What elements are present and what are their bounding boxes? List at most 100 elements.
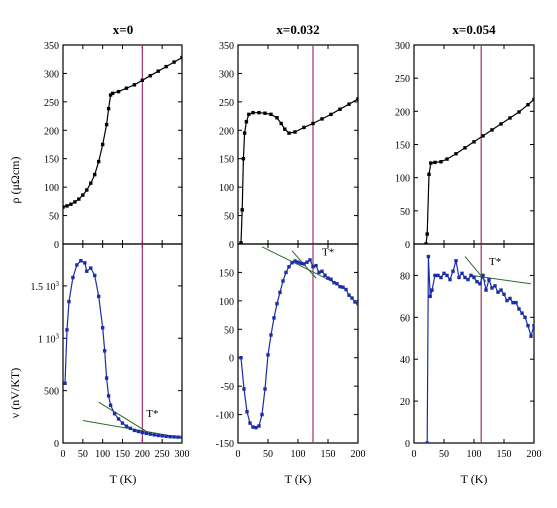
y-tick-label: -150	[216, 439, 234, 450]
data-point	[239, 356, 243, 360]
data-point	[128, 426, 133, 431]
data-point	[311, 121, 315, 126]
data-point	[100, 142, 105, 147]
data-point	[257, 424, 261, 428]
data-point	[257, 110, 261, 115]
data-point	[120, 421, 125, 425]
data-point	[240, 208, 244, 212]
data-point	[299, 261, 303, 266]
data-point	[102, 349, 107, 353]
data-point	[85, 269, 89, 273]
data-point	[478, 282, 482, 286]
x-tick-label: 50	[78, 449, 88, 460]
y-tick-label: 50	[224, 212, 234, 223]
data-point	[329, 277, 333, 281]
x-tick-label: 200	[135, 449, 150, 460]
data-point	[320, 117, 324, 121]
data-point	[314, 263, 318, 268]
data-point	[508, 296, 512, 301]
data-point	[104, 376, 109, 380]
x-tick-label: 100	[467, 449, 482, 460]
data-point	[505, 298, 509, 303]
y-tick-label: 0	[54, 240, 59, 251]
tstar-annotation: T*	[322, 246, 334, 258]
y-tick-label: 0	[405, 240, 410, 251]
data-point	[332, 280, 336, 285]
x-tick-label: 0	[236, 449, 241, 460]
data-point	[112, 411, 117, 416]
data-point	[338, 107, 342, 111]
data-point	[311, 265, 315, 269]
y-tick-label: 200	[44, 126, 59, 137]
series-line	[64, 260, 182, 438]
y-tick-label: 300	[395, 41, 410, 52]
x-axis-label-x0: T (K)	[110, 472, 137, 486]
data-point	[454, 259, 458, 263]
x-tick-label: 200	[351, 449, 366, 460]
data-point	[160, 434, 164, 438]
data-point	[284, 270, 288, 275]
data-point	[344, 287, 348, 292]
data-point	[263, 387, 267, 391]
data-point	[136, 429, 141, 434]
data-point	[463, 146, 467, 150]
data-point	[436, 273, 440, 278]
data-point	[347, 102, 351, 106]
data-point	[132, 83, 137, 87]
data-point	[532, 97, 534, 102]
panel-2: 0 50 100 150 200 250 300 350	[219, 41, 359, 251]
data-point	[532, 323, 534, 328]
data-point	[481, 134, 485, 138]
data-point	[73, 200, 77, 204]
x-tick-label: 50	[263, 449, 273, 460]
y-tick-label: 100	[219, 297, 234, 308]
data-point	[93, 172, 97, 177]
data-point	[427, 172, 431, 177]
y-axis-label-nernst: ν (nV/KT)	[8, 368, 22, 418]
data-point	[100, 326, 105, 330]
data-point	[263, 111, 267, 115]
tangent-line	[98, 401, 149, 433]
y-tick-label: 350	[44, 41, 59, 52]
data-point	[152, 433, 156, 437]
data-point	[487, 277, 491, 282]
data-point	[287, 265, 291, 269]
data-point	[460, 271, 464, 276]
plot-area	[239, 97, 358, 244]
data-point	[93, 273, 97, 278]
data-point	[244, 120, 249, 124]
data-point	[442, 271, 446, 276]
data-point	[448, 277, 452, 282]
data-point	[526, 103, 530, 107]
data-point	[523, 315, 527, 320]
data-point	[430, 288, 434, 292]
data-point	[514, 300, 518, 305]
y-tick-label: 200	[219, 126, 234, 137]
data-point	[65, 204, 69, 208]
data-point	[97, 159, 101, 164]
data-point	[320, 269, 324, 273]
y-tick-label: 1.5 103	[31, 280, 60, 293]
data-point	[156, 433, 160, 438]
data-point	[290, 261, 294, 265]
y-tick-label: 0	[54, 439, 59, 450]
data-point	[445, 273, 449, 278]
y-tick-label: 100	[219, 183, 234, 194]
plot-area	[425, 254, 534, 443]
data-point	[108, 93, 113, 97]
y-tick-label: 100	[44, 183, 59, 194]
data-point	[278, 290, 282, 295]
panel-title-x0: x=0	[113, 22, 133, 37]
data-point	[132, 428, 137, 433]
data-point	[323, 273, 327, 277]
data-point	[164, 64, 168, 69]
data-point	[425, 441, 429, 443]
data-point	[426, 254, 431, 259]
data-point	[247, 112, 251, 117]
data-point	[329, 112, 333, 117]
y-tick-label: 250	[219, 98, 234, 109]
panel-title-x0032: x=0.032	[276, 22, 319, 37]
x-tick-label: 50	[439, 449, 449, 460]
data-point	[77, 197, 81, 201]
